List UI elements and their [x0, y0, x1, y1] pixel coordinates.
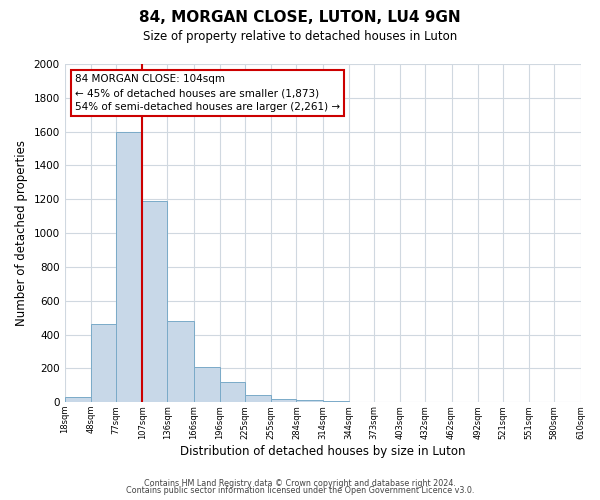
- Bar: [116, 132, 142, 402]
- Bar: [65, 397, 91, 402]
- Bar: [194, 366, 220, 402]
- Bar: [142, 201, 167, 402]
- X-axis label: Distribution of detached houses by size in Luton: Distribution of detached houses by size …: [180, 444, 466, 458]
- Bar: [296, 400, 323, 402]
- Bar: [245, 394, 271, 402]
- Bar: [91, 324, 116, 402]
- Bar: [220, 382, 245, 402]
- Text: 84 MORGAN CLOSE: 104sqm
← 45% of detached houses are smaller (1,873)
54% of semi: 84 MORGAN CLOSE: 104sqm ← 45% of detache…: [75, 74, 340, 112]
- Text: Size of property relative to detached houses in Luton: Size of property relative to detached ho…: [143, 30, 457, 43]
- Y-axis label: Number of detached properties: Number of detached properties: [15, 140, 28, 326]
- Bar: [271, 399, 296, 402]
- Text: Contains HM Land Registry data © Crown copyright and database right 2024.: Contains HM Land Registry data © Crown c…: [144, 478, 456, 488]
- Bar: [167, 321, 194, 402]
- Text: 84, MORGAN CLOSE, LUTON, LU4 9GN: 84, MORGAN CLOSE, LUTON, LU4 9GN: [139, 10, 461, 25]
- Text: Contains public sector information licensed under the Open Government Licence v3: Contains public sector information licen…: [126, 486, 474, 495]
